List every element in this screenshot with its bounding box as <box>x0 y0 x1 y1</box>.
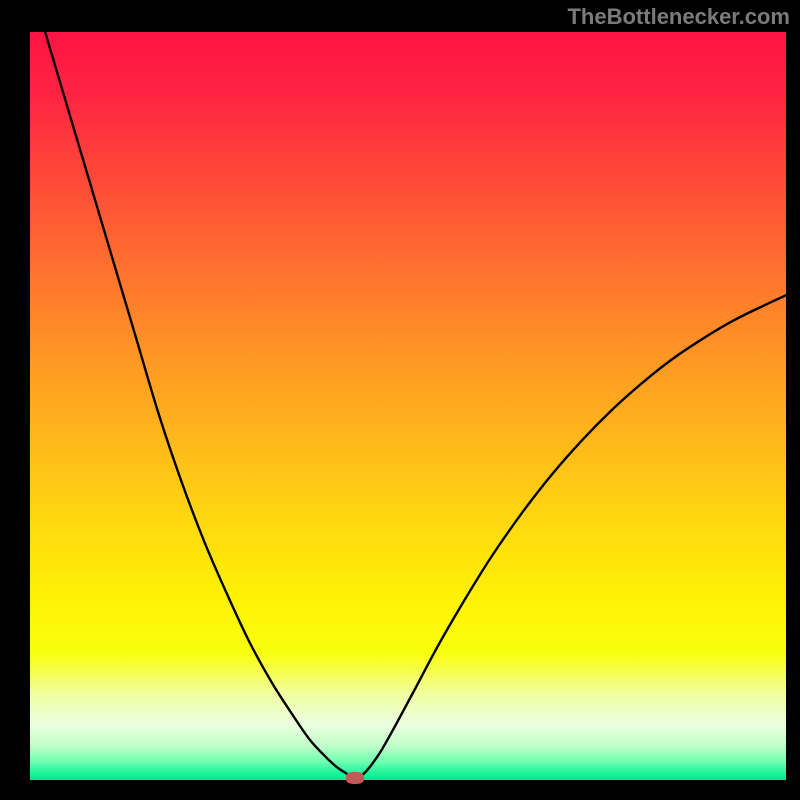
bottleneck-curve <box>45 32 786 778</box>
bottleneck-curve-svg <box>30 32 786 780</box>
watermark-text: TheBottlenecker.com <box>567 4 790 30</box>
optimal-point-marker <box>346 772 363 784</box>
chart-plot-area <box>30 32 786 780</box>
